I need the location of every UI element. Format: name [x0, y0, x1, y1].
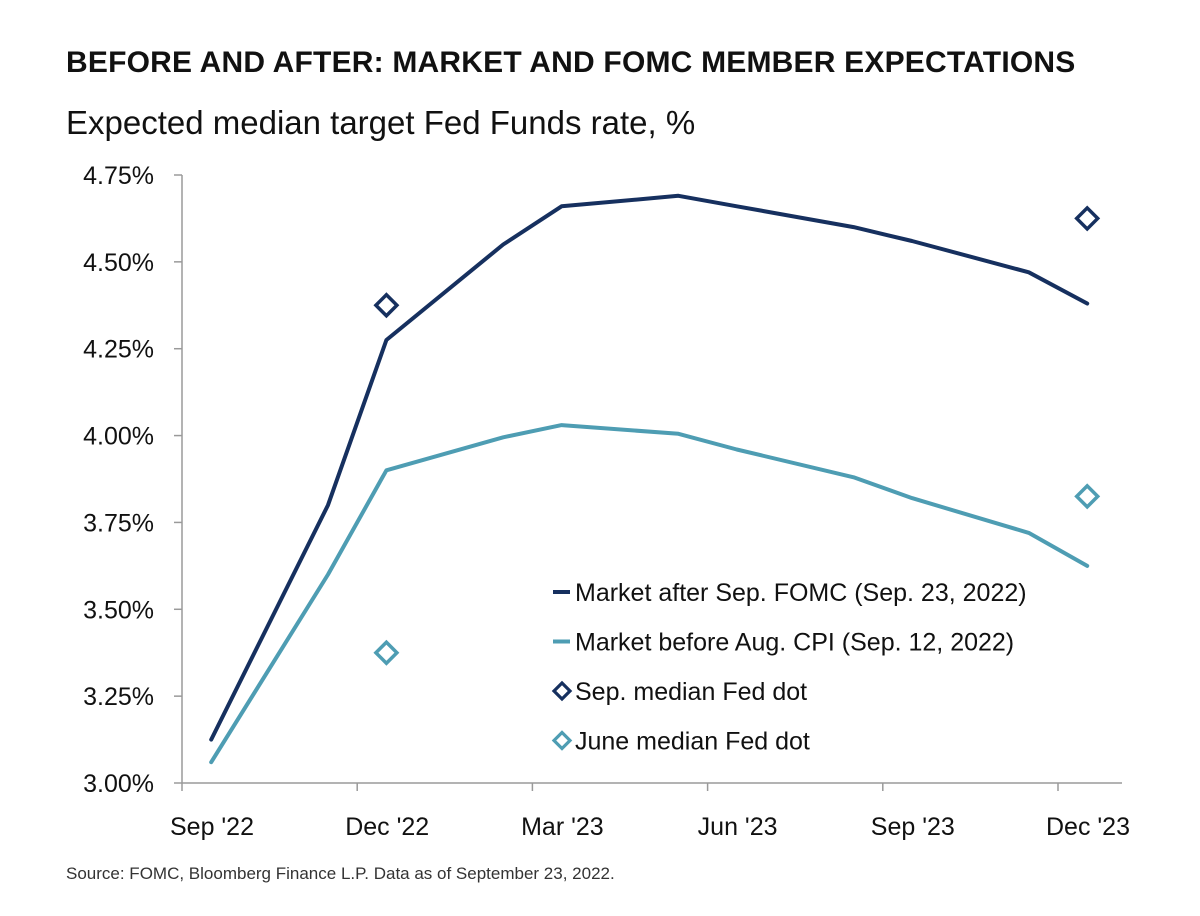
x-tick-label: Dec '23 — [1046, 813, 1130, 841]
legend-swatch-diamond — [551, 730, 573, 751]
fed-dot-marker — [1074, 205, 1101, 232]
y-tick-label: 4.50% — [83, 249, 154, 277]
x-axis: Sep '22 Dec '22 Mar '23 Jun '23 Sep '23 Dec '… — [170, 782, 1130, 841]
x-tick-label: Mar '23 — [521, 813, 604, 841]
legend-label: June median Fed dot — [575, 728, 810, 756]
x-tick-label: Sep '22 — [170, 813, 254, 841]
y-tick-label: 3.75% — [83, 509, 154, 537]
y-tick-label: 4.75% — [83, 162, 154, 190]
y-tick-label: 4.00% — [83, 423, 154, 451]
fed-dot-marker — [1074, 483, 1101, 510]
legend-label: Sep. median Fed dot — [575, 678, 807, 706]
y-tick-label: 3.25% — [83, 683, 154, 711]
y-tick-label: 4.25% — [83, 336, 154, 364]
legend: Market after Sep. FOMC (Sep. 23, 2022) Ma… — [551, 579, 1027, 756]
y-tick-label: 3.50% — [83, 596, 154, 624]
y-axis: 3.00% 3.25% 3.50% 3.75% 4.00% 4.25% 4.50% 4.75% — [83, 162, 183, 798]
x-tick-label: Jun '23 — [698, 813, 778, 841]
source-note: Source: FOMC, Bloomberg Finance L.P. Dat… — [66, 864, 615, 883]
fed-dot-marker — [373, 292, 400, 319]
x-tick-label: Dec '22 — [345, 813, 429, 841]
series-line-1 — [209, 423, 1090, 765]
series-line-0 — [209, 193, 1090, 742]
legend-label: Market after Sep. FOMC (Sep. 23, 2022) — [575, 579, 1027, 607]
x-tick-label: Sep '23 — [871, 813, 955, 841]
legend-swatch-diamond — [551, 680, 573, 702]
chart-subtitle: Expected median target Fed Funds rate, % — [66, 104, 696, 141]
legend-label: Market before Aug. CPI (Sep. 12, 2022) — [575, 629, 1014, 657]
fed-dot-marker — [373, 639, 400, 666]
chart-title: BEFORE AND AFTER: MARKET AND FOMC MEMBER… — [66, 46, 1076, 79]
y-tick-label: 3.00% — [83, 770, 154, 798]
series-layer — [209, 193, 1101, 765]
